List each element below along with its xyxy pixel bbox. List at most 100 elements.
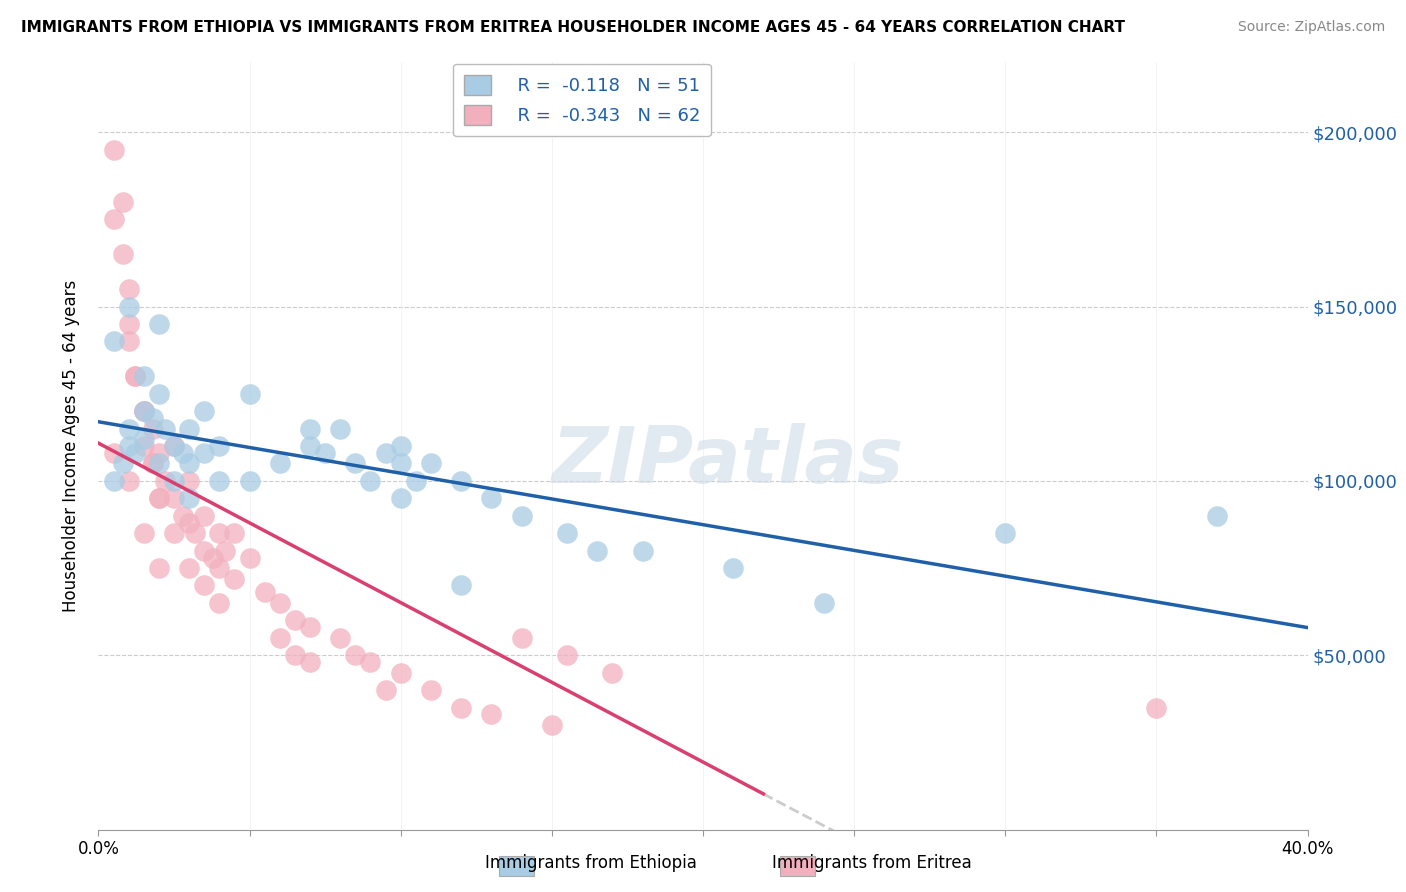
- Point: [148, 491, 170, 506]
- Point: [118, 282, 141, 296]
- Point: [124, 369, 146, 384]
- Point: [239, 386, 262, 401]
- Point: [253, 585, 276, 599]
- Point: [193, 578, 215, 592]
- Point: [510, 508, 533, 523]
- Point: [118, 439, 141, 453]
- Point: [153, 421, 176, 435]
- Point: [329, 631, 352, 645]
- Point: [179, 561, 201, 575]
- Point: [284, 613, 307, 627]
- Text: Immigrants from Eritrea: Immigrants from Eritrea: [772, 855, 972, 872]
- Point: [450, 700, 472, 714]
- Point: [299, 421, 322, 435]
- Point: [142, 457, 165, 471]
- Point: [994, 526, 1017, 541]
- Point: [389, 665, 412, 680]
- Point: [148, 446, 170, 460]
- Point: [202, 550, 225, 565]
- Point: [148, 317, 170, 331]
- Point: [179, 457, 201, 471]
- Point: [163, 439, 186, 453]
- Point: [602, 665, 624, 680]
- Point: [132, 369, 155, 384]
- Point: [132, 432, 155, 446]
- Point: [284, 648, 307, 663]
- Point: [208, 526, 231, 541]
- Point: [179, 421, 201, 435]
- Point: [239, 550, 262, 565]
- Point: [208, 561, 231, 575]
- Point: [360, 474, 382, 488]
- Point: [118, 300, 141, 314]
- Text: Source: ZipAtlas.com: Source: ZipAtlas.com: [1237, 20, 1385, 34]
- Point: [124, 369, 146, 384]
- Point: [179, 516, 201, 530]
- Point: [132, 404, 155, 418]
- Point: [118, 421, 141, 435]
- Point: [329, 421, 352, 435]
- Point: [269, 631, 291, 645]
- Point: [179, 474, 201, 488]
- Point: [148, 386, 170, 401]
- Point: [163, 439, 186, 453]
- Point: [163, 491, 186, 506]
- Point: [510, 631, 533, 645]
- Point: [193, 404, 215, 418]
- Point: [148, 457, 170, 471]
- Point: [389, 491, 412, 506]
- Point: [420, 683, 443, 698]
- Text: IMMIGRANTS FROM ETHIOPIA VS IMMIGRANTS FROM ERITREA HOUSEHOLDER INCOME AGES 45 -: IMMIGRANTS FROM ETHIOPIA VS IMMIGRANTS F…: [21, 20, 1125, 35]
- Point: [118, 317, 141, 331]
- Point: [124, 446, 146, 460]
- Point: [1144, 700, 1167, 714]
- Point: [208, 439, 231, 453]
- Point: [299, 655, 322, 669]
- Point: [360, 655, 382, 669]
- Point: [193, 446, 215, 460]
- Point: [142, 457, 165, 471]
- Point: [214, 543, 236, 558]
- Point: [172, 508, 194, 523]
- Point: [389, 457, 412, 471]
- Point: [148, 491, 170, 506]
- Legend:   R =  -0.118   N = 51,   R =  -0.343   N = 62: R = -0.118 N = 51, R = -0.343 N = 62: [453, 64, 711, 136]
- Point: [193, 543, 215, 558]
- Point: [224, 572, 246, 586]
- Point: [208, 596, 231, 610]
- Point: [481, 491, 503, 506]
- Point: [344, 457, 367, 471]
- Point: [239, 474, 262, 488]
- Point: [132, 404, 155, 418]
- Point: [103, 212, 125, 227]
- Point: [224, 526, 246, 541]
- Point: [389, 439, 412, 453]
- Point: [184, 526, 207, 541]
- Y-axis label: Householder Income Ages 45 - 64 years: Householder Income Ages 45 - 64 years: [62, 280, 80, 612]
- Point: [132, 439, 155, 453]
- Point: [103, 143, 125, 157]
- Point: [314, 446, 336, 460]
- Text: ZIPatlas: ZIPatlas: [551, 424, 903, 500]
- Point: [172, 446, 194, 460]
- Point: [111, 247, 134, 261]
- Point: [118, 334, 141, 349]
- Point: [420, 457, 443, 471]
- Point: [481, 707, 503, 722]
- Point: [163, 526, 186, 541]
- Point: [374, 683, 396, 698]
- Point: [586, 543, 609, 558]
- Point: [405, 474, 427, 488]
- Point: [450, 578, 472, 592]
- Point: [450, 474, 472, 488]
- Point: [555, 648, 578, 663]
- Point: [132, 526, 155, 541]
- Point: [179, 491, 201, 506]
- Point: [344, 648, 367, 663]
- Point: [148, 561, 170, 575]
- Point: [540, 718, 562, 732]
- Point: [555, 526, 578, 541]
- Point: [163, 474, 186, 488]
- Point: [299, 439, 322, 453]
- Point: [103, 446, 125, 460]
